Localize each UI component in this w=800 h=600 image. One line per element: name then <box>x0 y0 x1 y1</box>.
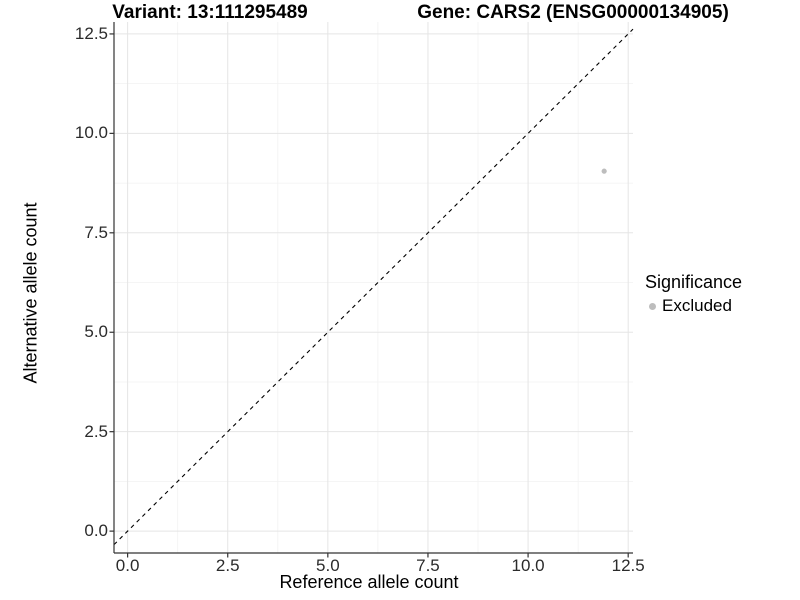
x-tick-label: 0.0 <box>115 556 140 575</box>
y-tick-label: 2.5 <box>84 421 108 441</box>
variant-title: Variant: 13:111295489 <box>112 2 308 23</box>
x-tick-label: 2.5 <box>215 556 240 575</box>
x-tick-label: 12.5 <box>611 556 645 575</box>
y-axis-label: Alternative allele count <box>20 202 41 384</box>
y-tick-label: 10.0 <box>74 123 108 143</box>
x-tick-label: 10.0 <box>511 556 545 575</box>
legend-item-excluded: Excluded <box>645 296 742 316</box>
legend: Significance Excluded <box>645 272 742 316</box>
x-tick-label: 5.0 <box>316 556 340 575</box>
identity-reference-line <box>113 28 634 546</box>
gene-title: Gene: CARS2 (ENSG00000134905) <box>417 2 729 23</box>
y-tick-label: 0.0 <box>84 521 108 541</box>
legend-title: Significance <box>645 272 743 292</box>
legend-item-label: Excluded <box>662 296 732 315</box>
y-tick-label: 7.5 <box>84 222 108 242</box>
x-tick-label: 7.5 <box>416 556 440 575</box>
excluded-point-icon <box>649 302 656 310</box>
data-point <box>601 168 607 174</box>
x-axis-label: Reference allele count <box>279 572 459 592</box>
y-tick-label: 5.0 <box>84 322 108 342</box>
y-tick-label: 12.5 <box>74 23 108 43</box>
